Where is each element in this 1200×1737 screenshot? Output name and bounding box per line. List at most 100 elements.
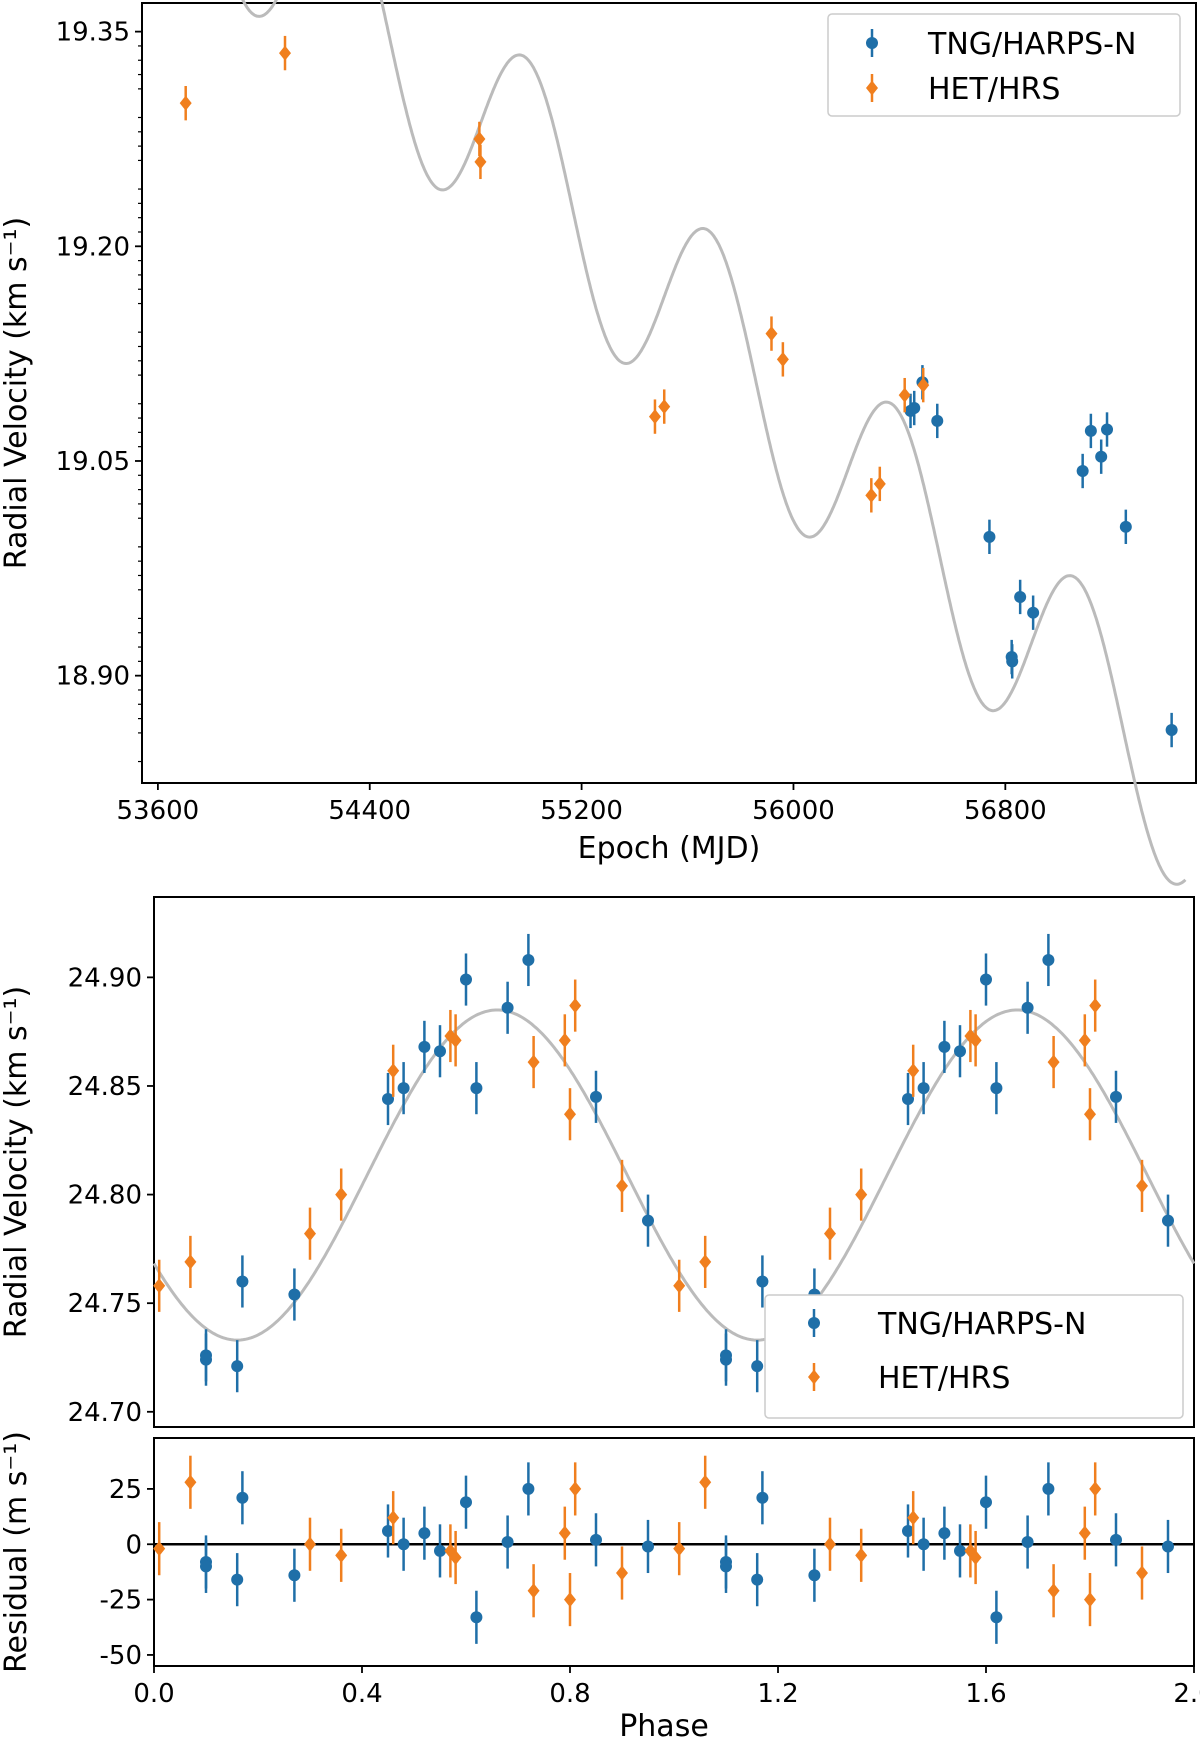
time-harps-marker-12: [1101, 423, 1114, 436]
phase-hrs-marker-3: [335, 1187, 348, 1203]
resid-harps-point-12: [522, 1462, 535, 1516]
resid-hrs-marker-3: [335, 1547, 348, 1563]
resid-hrs-marker-4: [387, 1510, 400, 1526]
resid-harps-point-27: [1042, 1462, 1055, 1516]
phase-hrs-marker-13: [699, 1254, 712, 1270]
rv-phase-legend-label-harps: TNG/HARPS-N: [877, 1307, 1086, 1342]
phase-hrs-point-14: [824, 1207, 836, 1260]
time-hrs-marker-11: [917, 377, 930, 393]
phase-legend-marker-hrs: [808, 1363, 820, 1391]
phase-harps-marker-11: [501, 1001, 514, 1014]
phase-harps-marker-8: [434, 1045, 446, 1058]
resid-hrs-marker-18: [969, 1550, 982, 1566]
phase-harps-point-13: [590, 1070, 602, 1123]
phase-harps-marker-24: [980, 973, 992, 986]
resid-harps-point-20: [902, 1504, 914, 1558]
rv-time-legend-label-harps: TNG/HARPS-N: [927, 27, 1136, 62]
resid-hrs-marker-1: [184, 1474, 197, 1490]
phase-harps-marker-23: [954, 1045, 966, 1058]
phase-harps-marker-9: [460, 973, 472, 986]
resid-hrs-point-1: [184, 1455, 197, 1509]
time-ytick-label-3: 19.35: [56, 18, 130, 48]
phase-hrs-marker-6: [449, 1032, 462, 1048]
resid-hrs-marker-22: [1089, 1481, 1102, 1497]
resid-harps-point-7: [418, 1506, 431, 1560]
resid-harps-marker-10: [470, 1611, 483, 1624]
time-harps-point-7: [1014, 579, 1027, 615]
rv-phase-y-axis-label: Radial Velocity (km s⁻¹): [0, 986, 34, 1338]
resid-harps-point-29: [1162, 1519, 1174, 1574]
resid-harps-point-21: [917, 1517, 930, 1571]
time-hrs-point-8: [865, 478, 878, 513]
phase-hrs-marker-14: [824, 1226, 836, 1242]
resid-hrs-point-2: [304, 1517, 316, 1571]
resid-ytick-label-3: 25: [109, 1475, 142, 1505]
resid-harps-point-19: [808, 1548, 821, 1602]
resid-harps-point-18: [756, 1471, 769, 1525]
resid-hrs-point-7: [527, 1564, 540, 1618]
resid-harps-marker-29: [1162, 1540, 1174, 1553]
phase-harps-point-9: [460, 953, 472, 1006]
phase-model-curve: [152, 1008, 1196, 1342]
resid-harps-point-11: [501, 1515, 514, 1569]
time-harps-marker-7: [1014, 590, 1027, 603]
resid-hrs-marker-23: [1136, 1565, 1148, 1581]
rv-phase-legend-label-hrs: HET/HRS: [878, 1361, 1010, 1396]
resid-hrs-point-6: [449, 1530, 462, 1585]
resid-xtick-label-3: 1.2: [757, 1679, 798, 1709]
phase-harps-point-22: [938, 1020, 951, 1073]
resid-hrs-marker-16: [907, 1510, 920, 1526]
time-harps-point-6: [1006, 644, 1019, 679]
phase-harps-point-27: [1042, 933, 1055, 987]
resid-harps-marker-1: [200, 1560, 212, 1573]
resid-hrs-marker-21: [1084, 1592, 1096, 1608]
phase-hrs-point-12: [673, 1259, 686, 1312]
time-legend-marker-hrs: [866, 74, 878, 102]
resid-harps-point-26: [1021, 1515, 1034, 1569]
rv-time-legend-label-hrs: HET/HRS: [928, 72, 1060, 107]
resid-harps-point-10: [470, 1590, 483, 1644]
phase-harps-point-24: [980, 953, 992, 1006]
resid-harps-marker-21: [917, 1538, 930, 1551]
time-harps-point-13: [1119, 509, 1132, 544]
phase-hrs-marker-19: [1047, 1054, 1060, 1070]
time-hrs-point-11: [917, 367, 930, 403]
resid-harps-point-17: [751, 1553, 764, 1607]
phase-hrs-marker-11: [616, 1178, 628, 1194]
time-xtick-label-2: 55200: [540, 796, 623, 826]
phase-hrs-marker-4: [387, 1063, 400, 1079]
time-ytick-label-1: 19.05: [56, 447, 130, 477]
phase-hrs-point-22: [1089, 979, 1102, 1032]
resid-hrs-marker-20: [1078, 1525, 1091, 1541]
phase-harps-point-8: [434, 1025, 446, 1078]
phase-harps-point-25: [990, 1062, 1003, 1115]
resid-harps-point-2: [231, 1553, 244, 1607]
time-hrs-point-7: [776, 342, 789, 377]
phase-hrs-marker-9: [564, 1106, 576, 1122]
time-ytick-label-0: 18.90: [56, 662, 130, 692]
resid-harps-marker-13: [590, 1533, 602, 1546]
rv-time-frame: [141, 2, 1197, 784]
phase-harps-marker-28: [1110, 1090, 1122, 1103]
time-hrs-marker-4: [648, 409, 661, 425]
resid-harps-marker-25: [990, 1611, 1003, 1624]
phase-harps-point-29: [1162, 1194, 1174, 1247]
phase-hrs-point-16: [907, 1044, 920, 1097]
resid-hrs-point-23: [1136, 1546, 1148, 1600]
resid-ytick-label-1: -25: [100, 1586, 142, 1616]
resid-harps-marker-3: [236, 1491, 249, 1504]
phase-hrs-marker-12: [673, 1278, 686, 1294]
resid-harps-point-14: [642, 1519, 654, 1574]
time-hrs-marker-10: [898, 387, 911, 403]
resid-harps-marker-11: [501, 1536, 514, 1549]
phase-hrs-point-18: [969, 1014, 982, 1067]
time-harps-marker-4: [983, 530, 996, 543]
phase-hrs-marker-20: [1078, 1032, 1091, 1048]
resid-harps-point-9: [460, 1475, 472, 1529]
phase-harps-marker-6: [397, 1082, 410, 1095]
time-model-curve: [241, 0, 1187, 886]
time-hrs-marker-6: [765, 326, 778, 342]
time-hrs-marker-1: [279, 45, 292, 61]
phase-hrs-point-13: [699, 1235, 712, 1288]
